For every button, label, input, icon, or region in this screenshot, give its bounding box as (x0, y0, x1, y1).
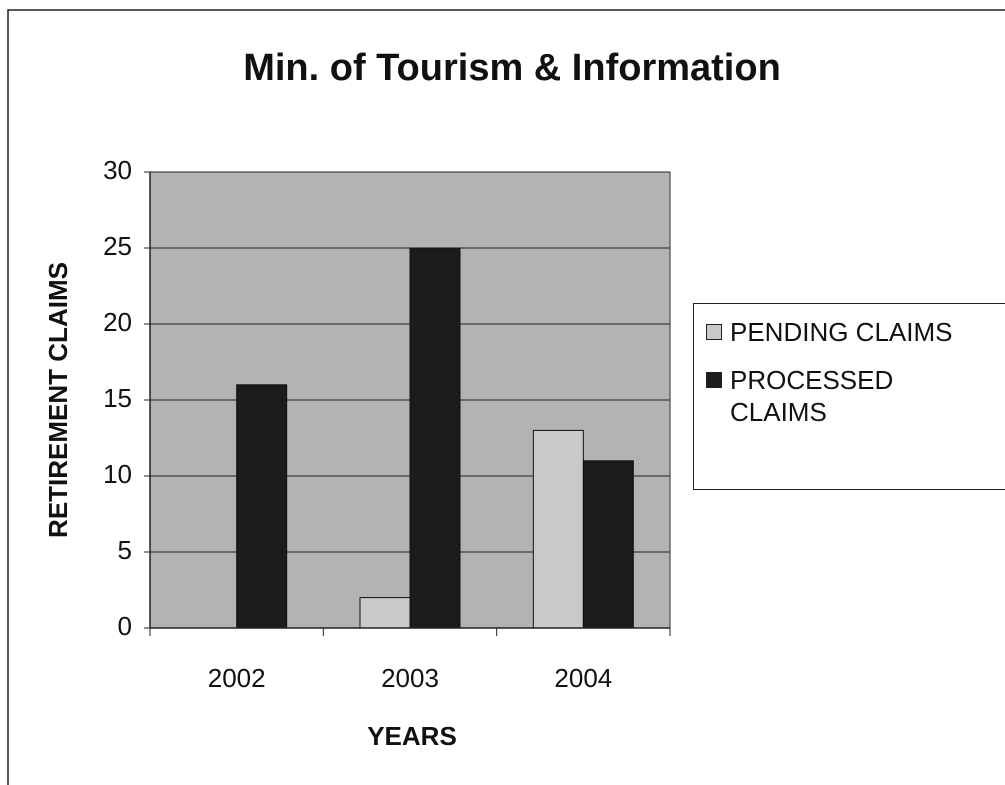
bar (532, 429, 584, 629)
y-tick-label: 20 (103, 307, 132, 337)
legend-swatch (706, 372, 722, 388)
bar (359, 597, 411, 629)
bar (409, 247, 461, 629)
legend-entry: PENDING CLAIMS (706, 316, 1005, 348)
y-tick-label: 25 (103, 231, 132, 261)
x-tick-label: 2002 (208, 663, 266, 693)
y-tick-label: 10 (103, 459, 132, 489)
y-tick-label: 30 (103, 155, 132, 185)
bar (582, 460, 634, 629)
y-tick-label: 5 (118, 535, 132, 565)
legend-label: PROCESSED CLAIMS (730, 365, 894, 427)
x-axis-title: YEARS (367, 721, 457, 751)
y-tick-label: 15 (103, 383, 132, 413)
legend-swatch (706, 324, 722, 340)
bar (236, 384, 288, 629)
legend-label: PENDING CLAIMS (730, 317, 953, 347)
x-tick-label: 2004 (554, 663, 612, 693)
y-tick-label: 0 (118, 611, 132, 641)
legend: PENDING CLAIMS PROCESSED CLAIMS (693, 303, 1005, 490)
legend-entry: PROCESSED CLAIMS (706, 364, 1005, 428)
y-axis-title: RETIREMENT CLAIMS (43, 262, 73, 538)
chart-title: Min. of Tourism & Information (243, 47, 781, 89)
x-tick-label: 2003 (381, 663, 439, 693)
